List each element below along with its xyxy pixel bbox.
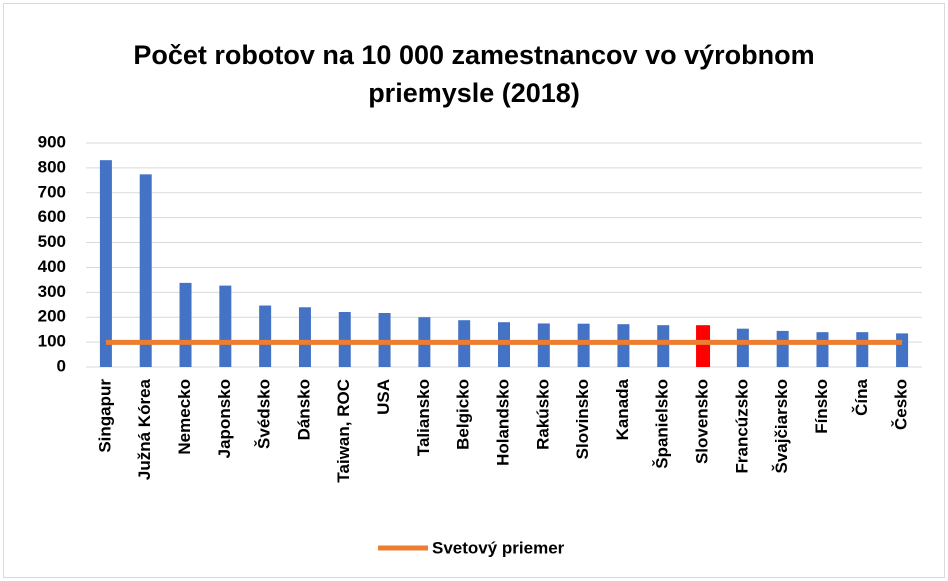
- y-tick-label: 700: [38, 182, 66, 201]
- chart-title: Počet robotov na 10 000 zamestnancov vo …: [133, 40, 814, 70]
- x-tick-label: Slovensko: [693, 379, 712, 464]
- bar: [856, 332, 869, 367]
- y-tick-label: 200: [38, 307, 66, 326]
- y-tick-label: 100: [38, 332, 66, 351]
- y-tick-label: 0: [57, 356, 66, 375]
- chart-border: [3, 3, 945, 578]
- y-tick-label: 300: [38, 282, 66, 301]
- y-tick-label: 600: [38, 207, 66, 226]
- x-tick-label: Fínsko: [812, 379, 831, 434]
- x-tick-label: Južná Kórea: [135, 378, 154, 480]
- bar: [816, 332, 829, 367]
- bar: [338, 311, 351, 367]
- y-tick-label: 400: [38, 257, 66, 276]
- x-tick-label: Rakúsko: [533, 379, 552, 450]
- x-tick-label: Singapur: [95, 379, 114, 453]
- bar: [139, 174, 152, 367]
- x-tick-label: Holandsko: [493, 379, 512, 466]
- legend-label: Svetový priemer: [432, 538, 565, 557]
- y-tick-label: 900: [38, 132, 66, 151]
- chart-title: priemysle (2018): [368, 78, 580, 108]
- bar: [99, 160, 112, 367]
- x-tick-label: Švajčiarsko: [772, 379, 791, 474]
- bar: [259, 305, 272, 367]
- bar: [179, 282, 192, 367]
- y-tick-label: 800: [38, 157, 66, 176]
- bar: [617, 324, 630, 367]
- bar: [219, 285, 232, 367]
- bar: [298, 307, 311, 367]
- x-tick-label: Česko: [892, 379, 911, 430]
- x-tick-label: Kanada: [613, 378, 632, 440]
- x-tick-label: Nemecko: [175, 379, 194, 455]
- x-tick-label: Taiwan, ROC: [334, 379, 353, 483]
- x-tick-label: Francúzsko: [732, 379, 751, 473]
- bar: [896, 333, 909, 367]
- x-tick-label: USA: [374, 379, 393, 415]
- x-tick-label: Japonsko: [215, 379, 234, 458]
- bar: [696, 325, 711, 367]
- x-tick-label: Taliansko: [414, 379, 433, 456]
- y-tick-label: 500: [38, 232, 66, 251]
- bar: [577, 323, 590, 367]
- x-tick-label: Dánsko: [294, 379, 313, 440]
- bar: [776, 330, 789, 367]
- bar: [657, 325, 670, 367]
- x-tick-label: Slovinsko: [573, 379, 592, 459]
- bar: [537, 323, 550, 367]
- bar: [736, 328, 749, 367]
- x-tick-label: Čína: [852, 378, 871, 415]
- x-tick-label: Španielsko: [653, 379, 672, 469]
- x-tick-label: Belgicko: [454, 379, 473, 450]
- x-tick-label: Švédsko: [255, 379, 274, 449]
